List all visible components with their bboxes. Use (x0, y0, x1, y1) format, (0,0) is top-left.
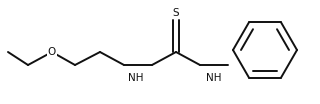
Text: NH: NH (206, 73, 222, 83)
Text: NH: NH (128, 73, 144, 83)
Text: S: S (173, 8, 179, 18)
Text: O: O (48, 47, 56, 57)
